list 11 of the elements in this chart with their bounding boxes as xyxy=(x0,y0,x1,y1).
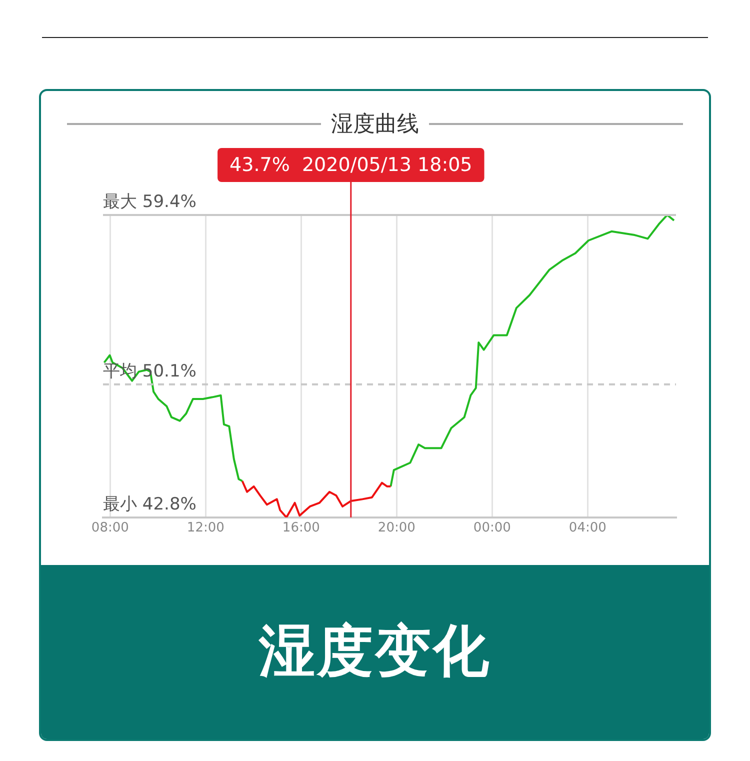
x-tick-label: 04:00 xyxy=(568,520,606,536)
ref-line-label: 43.7% 2020/05/13 18:05 xyxy=(230,154,472,176)
annotation: 最小 42.8% xyxy=(103,494,196,514)
text: 湿度变化 xyxy=(41,565,709,739)
x-tick-label: 20:00 xyxy=(378,520,416,536)
x-tick-label: 16:00 xyxy=(282,520,320,536)
chart-title: 湿度曲线 xyxy=(57,109,693,139)
ref-line-label: 最大 59.4% xyxy=(103,192,196,212)
x-tick-label: 12:00 xyxy=(186,520,224,536)
x-tick-label: 00:00 xyxy=(473,520,511,536)
x-tick-label: 08:00 xyxy=(91,520,129,536)
